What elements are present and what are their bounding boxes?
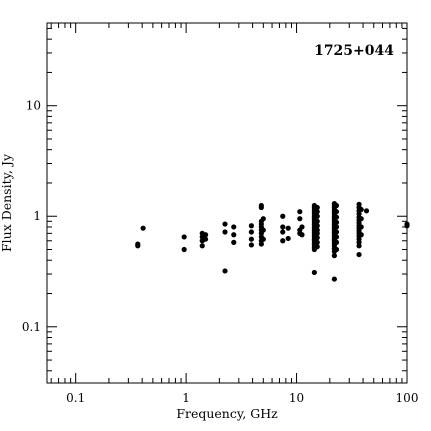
data-point xyxy=(314,230,320,236)
data-point xyxy=(297,209,303,215)
y-tick-label: 0.1 xyxy=(22,320,41,334)
data-point xyxy=(280,213,286,219)
data-point xyxy=(333,234,340,240)
data-point xyxy=(333,219,340,225)
data-point xyxy=(333,246,340,253)
data-point xyxy=(299,224,305,230)
data-point xyxy=(314,239,320,245)
data-point xyxy=(248,223,254,229)
data-point xyxy=(248,229,254,235)
y-axis-title: Flux Density, Jy xyxy=(0,153,14,252)
data-point xyxy=(358,206,364,213)
data-point xyxy=(311,269,317,276)
plot-frame xyxy=(46,22,408,384)
data-points xyxy=(135,201,410,282)
data-point xyxy=(231,224,237,230)
data-point xyxy=(140,225,146,231)
data-point xyxy=(260,236,266,242)
y-axis-tick-labels: 0.1 1 10 xyxy=(22,99,41,334)
data-point xyxy=(314,223,320,229)
data-point xyxy=(280,224,286,230)
data-point xyxy=(258,204,264,211)
y-axis-ticks xyxy=(47,27,407,372)
data-point xyxy=(331,253,337,259)
data-point xyxy=(356,251,362,258)
x-tick-label: 0.1 xyxy=(66,391,85,405)
data-point xyxy=(333,202,340,209)
data-point xyxy=(333,229,340,235)
data-point xyxy=(331,276,337,282)
data-point xyxy=(314,213,320,219)
y-tick-label: 1 xyxy=(33,209,41,223)
data-point xyxy=(258,241,264,247)
data-point xyxy=(333,224,340,230)
data-point xyxy=(222,268,228,274)
x-tick-label: 10 xyxy=(289,391,304,405)
data-point xyxy=(333,214,340,220)
data-point xyxy=(222,229,228,235)
data-point xyxy=(314,244,320,250)
data-point xyxy=(260,227,266,233)
data-point xyxy=(260,216,266,222)
data-point xyxy=(314,209,320,215)
data-point xyxy=(314,218,320,224)
data-point xyxy=(248,236,254,242)
x-axis-tick-labels: 0.1 1 10 100 xyxy=(66,391,418,405)
data-point xyxy=(333,239,340,245)
x-axis-title: Frequency, GHz xyxy=(176,406,278,421)
data-point xyxy=(363,208,370,214)
data-point xyxy=(285,235,291,242)
data-point xyxy=(356,243,362,249)
data-point xyxy=(285,225,291,231)
data-point xyxy=(404,223,410,229)
x-axis-ticks xyxy=(50,23,408,383)
data-point xyxy=(299,232,305,238)
data-point xyxy=(199,243,205,249)
y-tick-label: 10 xyxy=(26,99,41,113)
data-point xyxy=(333,209,340,215)
data-point xyxy=(297,216,303,222)
x-tick-label: 1 xyxy=(182,391,190,405)
data-point xyxy=(222,221,228,227)
data-point xyxy=(358,232,364,238)
data-point xyxy=(314,204,320,211)
data-point xyxy=(202,236,209,242)
data-point xyxy=(280,238,286,244)
data-point xyxy=(181,246,187,253)
x-tick-label: 100 xyxy=(396,391,419,405)
data-point xyxy=(231,239,237,245)
data-point xyxy=(135,241,141,247)
data-point xyxy=(248,242,254,248)
data-point xyxy=(181,234,187,240)
data-point xyxy=(280,229,286,235)
data-point xyxy=(358,216,364,222)
data-point xyxy=(231,232,237,238)
source-name-label: 1725+044 xyxy=(314,43,394,59)
data-point xyxy=(202,232,209,238)
data-point xyxy=(358,224,364,230)
data-point xyxy=(314,235,320,241)
